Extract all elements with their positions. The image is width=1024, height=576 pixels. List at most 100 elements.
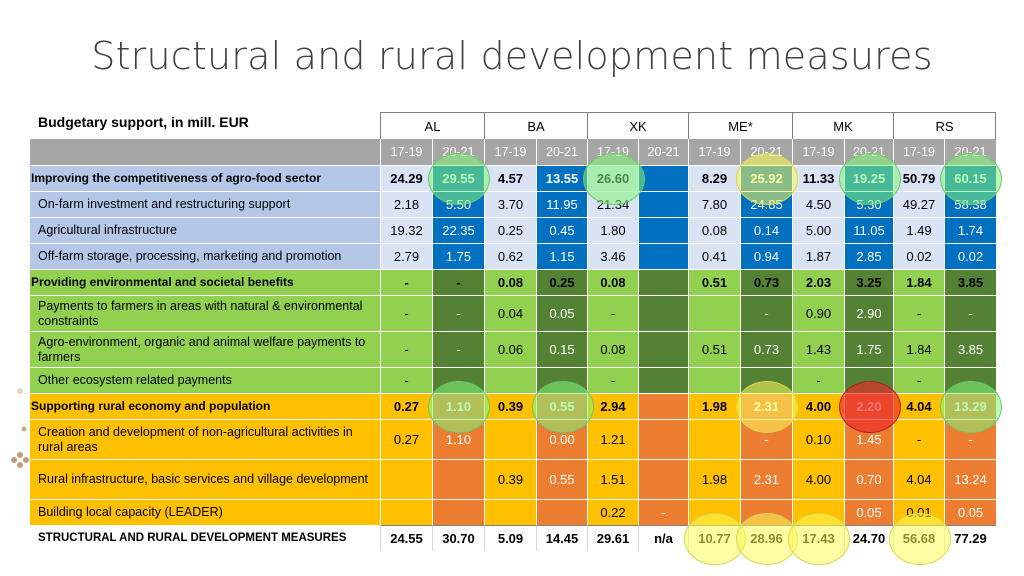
- table-cell: 1.49: [893, 217, 944, 243]
- row-label: Agro-environment, organic and animal wel…: [30, 331, 380, 367]
- table-cell: 0.39: [484, 459, 536, 499]
- table-cell: 2.20: [844, 393, 893, 419]
- table-cell: 0.27: [380, 393, 432, 419]
- table-caption: Budgetary support, in mill. EUR: [30, 112, 380, 139]
- table-cell: 0.02: [944, 243, 996, 269]
- table-cell: 0.05: [844, 499, 893, 525]
- table-cell: 3.85: [944, 331, 996, 367]
- period-header: 20-21: [740, 139, 792, 165]
- table-cell: 0.90: [792, 295, 844, 331]
- table-cell: -: [944, 295, 996, 331]
- table-cell: -: [740, 499, 792, 525]
- table-cell: 1.87: [792, 243, 844, 269]
- table-cell: 58.38: [944, 191, 996, 217]
- table-cell: 1.80: [587, 217, 638, 243]
- table-cell: -: [688, 499, 740, 525]
- table-cell: 0.14: [740, 217, 792, 243]
- table-cell: 0.25: [536, 269, 587, 295]
- table-cell: 0.45: [536, 217, 587, 243]
- table-cell: 4.00: [792, 393, 844, 419]
- table-cell: n/a: [638, 525, 688, 551]
- table-cell: 0.01: [893, 499, 944, 525]
- table-cell: 11.95: [536, 191, 587, 217]
- country-header: BA: [484, 112, 587, 139]
- table-cell: 0.02: [893, 243, 944, 269]
- table-cell: [484, 367, 536, 393]
- row-label: Improving the competitiveness of agro-fo…: [30, 165, 380, 191]
- table-cell: 0.41: [688, 243, 740, 269]
- table-cell: 28.96: [740, 525, 792, 551]
- table-cell: 2.94: [587, 393, 638, 419]
- table-cell: 0.55: [536, 393, 587, 419]
- table-cell: 17.43: [792, 525, 844, 551]
- table-cell: 0.73: [740, 331, 792, 367]
- table-cell: 1.98: [688, 459, 740, 499]
- table-cell: 1.10: [432, 393, 484, 419]
- table-cell: 21.34: [587, 191, 638, 217]
- row-label: Providing environmental and societal ben…: [30, 269, 380, 295]
- table-cell: 1.51: [587, 459, 638, 499]
- table-cell: 10.77: [688, 525, 740, 551]
- table-cell: 0.25: [484, 217, 536, 243]
- table-cell: [638, 217, 688, 243]
- row-label: On-farm investment and restructuring sup…: [30, 191, 380, 217]
- table-cell: [638, 419, 688, 459]
- table-cell: [484, 419, 536, 459]
- table-cell: 0.05: [536, 295, 587, 331]
- table-cell: -: [944, 367, 996, 393]
- table-cell: [638, 243, 688, 269]
- period-header: 17-19: [792, 139, 844, 165]
- row-label: Off-farm storage, processing, marketing …: [30, 243, 380, 269]
- table-cell: 11.33: [792, 165, 844, 191]
- table-cell: 30.70: [432, 525, 484, 551]
- table-cell: 2.85: [844, 243, 893, 269]
- row-label: Building local capacity (LEADER): [30, 499, 380, 525]
- table-cell: 0.10: [792, 419, 844, 459]
- table-cell: -: [893, 295, 944, 331]
- table-cell: 0.08: [484, 269, 536, 295]
- table-cell: 0.55: [536, 459, 587, 499]
- flower-decoration-icon: [11, 388, 29, 468]
- table-cell: [536, 367, 587, 393]
- table-cell: 0.08: [587, 269, 638, 295]
- table-cell: [638, 191, 688, 217]
- table-cell: 1.75: [844, 331, 893, 367]
- period-header: 17-19: [688, 139, 740, 165]
- row-label: Agricultural infrastructure: [30, 217, 380, 243]
- table-cell: -: [792, 367, 844, 393]
- period-header: 17-19: [893, 139, 944, 165]
- table-cell: 11.05: [844, 217, 893, 243]
- table-cell: [432, 499, 484, 525]
- table-cell: [638, 165, 688, 191]
- table-cell: 0.51: [688, 331, 740, 367]
- table-cell: 14.45: [536, 525, 587, 551]
- table-cell: 25.92: [740, 165, 792, 191]
- table-cell: 29.55: [432, 165, 484, 191]
- table-cell: 2.31: [740, 459, 792, 499]
- row-label: Rural infrastructure, basic services and…: [30, 459, 380, 499]
- table-cell: 29.61: [587, 525, 638, 551]
- table-cell: -: [432, 367, 484, 393]
- period-header: 20-21: [844, 139, 893, 165]
- table-cell: [638, 393, 688, 419]
- table-cell: 13.29: [944, 393, 996, 419]
- table-cell: [688, 295, 740, 331]
- table-cell: -: [380, 295, 432, 331]
- table-cell: [380, 499, 432, 525]
- table-cell: 0.51: [688, 269, 740, 295]
- table-cell: -: [380, 269, 432, 295]
- table-cell: 0.00: [536, 419, 587, 459]
- country-header: ME*: [688, 112, 792, 139]
- table-cell: -: [432, 295, 484, 331]
- table-cell: 24.70: [844, 525, 893, 551]
- table-cell: 3.25: [844, 269, 893, 295]
- table-cell: -: [893, 367, 944, 393]
- table-cell: 5.00: [792, 217, 844, 243]
- row-label: Payments to farmers in areas with natura…: [30, 295, 380, 331]
- table-cell: [688, 367, 740, 393]
- table-cell: -: [380, 331, 432, 367]
- country-header: RS: [893, 112, 996, 139]
- table-cell: 1.75: [432, 243, 484, 269]
- table-cell: 24.29: [380, 165, 432, 191]
- table-cell: [638, 331, 688, 367]
